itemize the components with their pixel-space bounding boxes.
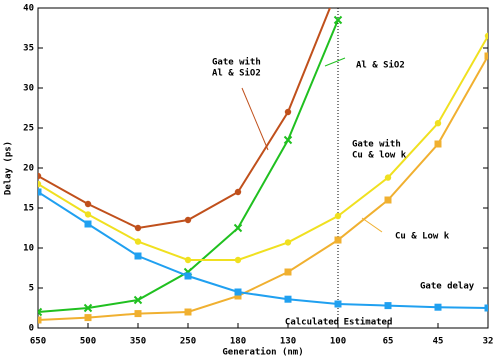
y-tick-label: 40	[23, 4, 34, 14]
x-tick-label: 65	[383, 337, 394, 347]
marker	[234, 288, 242, 296]
annotation: Estimated	[344, 317, 393, 328]
annotation-arrows	[241, 57, 383, 233]
marker	[38, 188, 42, 196]
series-label: Cu & low k	[352, 151, 407, 161]
y-tick-label: 20	[23, 164, 34, 174]
x-tick-label: 250	[180, 337, 196, 347]
marker	[384, 196, 392, 204]
x-tick-label: 45	[433, 337, 444, 347]
series-label: Al & SiO2	[356, 60, 405, 71]
marker	[434, 120, 442, 127]
marker	[384, 174, 392, 181]
marker	[38, 180, 42, 188]
marker	[38, 316, 42, 324]
series-label: Al & SiO2	[212, 68, 261, 79]
marker	[484, 304, 488, 312]
arrow	[361, 217, 383, 233]
marker	[234, 292, 242, 300]
marker	[83, 303, 93, 313]
marker	[333, 15, 343, 25]
marker	[284, 108, 292, 116]
x-tick-label: 180	[230, 337, 246, 347]
marker	[284, 239, 292, 246]
x-tick-label: 32	[483, 337, 494, 347]
annotation: Calculated	[285, 318, 339, 328]
series-line	[38, 8, 332, 230]
marker	[284, 268, 292, 276]
series-line	[38, 55, 488, 321]
marker	[38, 172, 42, 180]
marker	[133, 295, 143, 305]
marker	[38, 307, 43, 317]
marker	[84, 200, 92, 208]
marker	[84, 211, 92, 218]
marker	[234, 188, 242, 196]
y-tick-label: 5	[29, 284, 34, 294]
marker	[233, 223, 243, 233]
marker	[384, 302, 392, 310]
x-tick-label: 500	[80, 337, 96, 347]
marker	[84, 314, 92, 322]
marker	[184, 256, 192, 264]
series-label: Cu & Low k	[395, 232, 450, 242]
marker	[283, 135, 293, 145]
plot-area	[38, 8, 488, 324]
x-tick-label: 130	[280, 337, 296, 347]
marker	[484, 32, 488, 40]
series-label: Gate with	[352, 139, 401, 150]
series-label: Gate delay	[420, 282, 475, 292]
series-label: Gate with	[212, 57, 261, 68]
y-tick-label: 15	[23, 204, 34, 214]
marker	[434, 303, 442, 311]
y-tick-label: 0	[29, 324, 34, 334]
marker	[334, 236, 342, 244]
series-line	[38, 35, 488, 261]
plot-frame	[37, 7, 489, 329]
arrow	[241, 87, 269, 151]
marker	[284, 295, 292, 303]
marker	[134, 310, 142, 318]
y-tick-label: 30	[23, 84, 34, 94]
x-tick-label: 350	[130, 337, 146, 347]
marker	[134, 238, 142, 245]
y-tick-label: 25	[23, 124, 34, 134]
x-tick-label: 650	[30, 337, 46, 347]
marker	[184, 216, 192, 224]
series-line	[38, 191, 488, 309]
marker	[484, 52, 488, 60]
marker	[434, 140, 442, 148]
marker	[184, 272, 192, 280]
marker	[334, 300, 342, 308]
x-axis-title: Generation (nm)	[222, 347, 303, 358]
marker	[334, 212, 342, 220]
marker	[184, 308, 192, 316]
y-tick-label: 10	[23, 244, 34, 254]
arrow	[324, 57, 346, 67]
y-axis-title: Delay (ps)	[4, 141, 14, 195]
marker	[234, 256, 242, 264]
y-tick-label: 35	[23, 44, 34, 54]
marker	[134, 224, 142, 232]
marker	[134, 252, 142, 260]
marker	[84, 220, 92, 228]
x-tick-label: 100	[330, 337, 346, 347]
